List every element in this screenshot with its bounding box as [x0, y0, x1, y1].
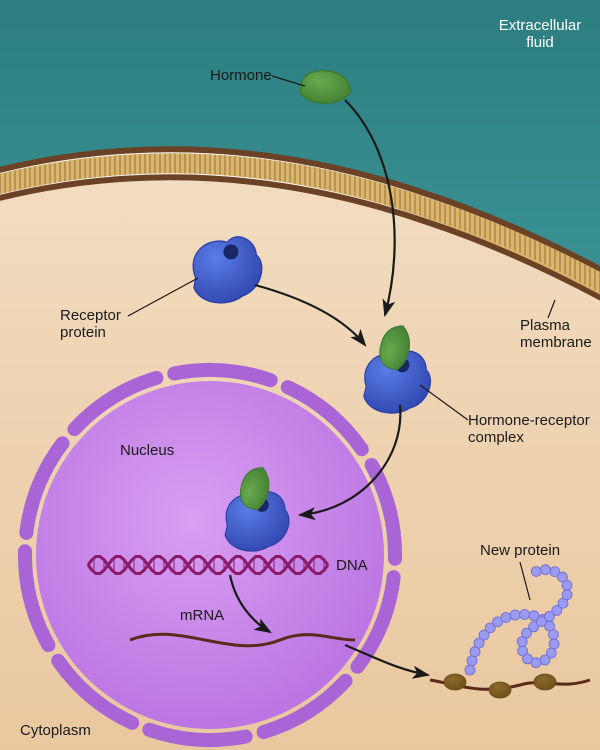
protein-bead — [548, 630, 558, 640]
protein-bead — [531, 566, 541, 576]
ribosome-icon — [534, 674, 556, 690]
protein-bead — [549, 639, 559, 649]
protein-bead — [510, 610, 520, 620]
protein-bead — [518, 646, 528, 656]
protein-bead — [467, 656, 477, 666]
protein-bead — [540, 655, 550, 665]
label-new-protein: New protein — [480, 542, 560, 559]
protein-bead — [520, 609, 530, 619]
protein-bead — [465, 665, 475, 675]
protein-bead — [562, 590, 572, 600]
label-hormone: Hormone — [210, 67, 272, 84]
label-nucleus: Nucleus — [120, 442, 174, 459]
nucleus — [25, 370, 395, 740]
cell-hormone-diagram: ExtracellularfluidHormoneReceptorprotein… — [0, 0, 600, 750]
label-cytoplasm: Cytoplasm — [20, 722, 91, 739]
protein-bead — [550, 567, 560, 577]
ribosome-icon — [444, 674, 466, 690]
label-dna: DNA — [336, 557, 368, 574]
protein-bead — [501, 612, 511, 622]
label-mrna: mRNA — [180, 607, 224, 624]
ribosome-icon — [489, 682, 511, 698]
protein-bead — [541, 565, 551, 575]
